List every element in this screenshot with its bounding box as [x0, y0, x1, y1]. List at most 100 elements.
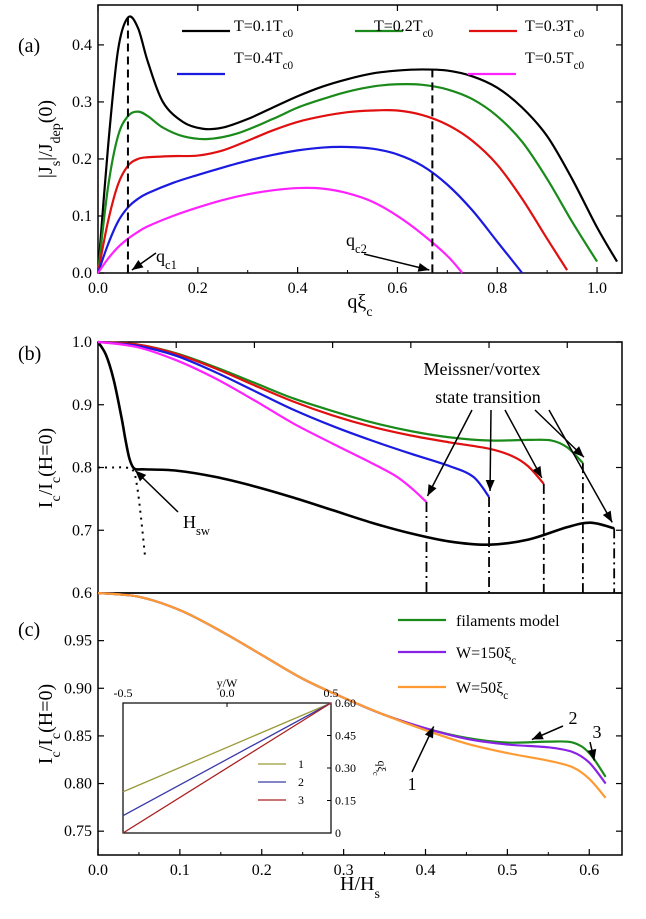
dotted-extension-line: [98, 466, 146, 556]
x-tick-label: 1.0: [587, 280, 607, 297]
series-line-1: [96, 15, 618, 274]
transition-arrow-3-shaft: [504, 409, 543, 479]
annotation-line-2: state transition: [435, 387, 540, 407]
point-label-3: 3: [593, 722, 602, 742]
arrow-qc2-head: [417, 263, 430, 272]
x-tick-label: 0.3: [334, 862, 354, 879]
y-axis-label-c: Ic/Ic(H=0): [35, 684, 64, 764]
inset-series-line-2: [122, 702, 332, 817]
y-axis-label-b: Ic/Ic(H=0): [35, 428, 64, 508]
x-tick-label: 0.5: [497, 862, 517, 879]
inset-legend-label-3: 3: [298, 793, 304, 807]
inset-y-axis-label: qξc: [372, 760, 390, 775]
inset-series-line-3: [122, 702, 332, 834]
inset-y-tick-label: 0.15: [335, 794, 356, 808]
y-tick-label: 0.95: [64, 633, 92, 650]
inset-y-tick-label: 0: [335, 826, 341, 840]
y-tick-label: 0.3: [72, 94, 92, 111]
y-tick-label: 0.75: [64, 823, 92, 840]
x-tick-label: 0.2: [252, 862, 272, 879]
x-tick-label: 0.1: [170, 862, 190, 879]
x-tick-label: 0.8: [487, 280, 507, 297]
x-tick-label: 0.0: [88, 280, 108, 297]
y-tick-label: 0.2: [72, 151, 92, 168]
panel-label-a: (a): [18, 35, 40, 57]
transition-arrow-4-head: [572, 446, 584, 458]
y-tick-label: 0.8: [72, 460, 92, 477]
annotation-qc2: qc2: [346, 230, 367, 256]
inset-y-tick-label: 0.45: [335, 729, 356, 743]
series-line-1: [96, 341, 615, 547]
x-tick-label: 0.0: [88, 862, 108, 879]
inset-chart: -0.5 0.0 0.5 0 0.15 0.30 0.45 0.60 y/W qξc 1 2 3: [114, 676, 390, 840]
y-tick-label: 0.4: [72, 37, 92, 54]
x-tick-label: 0.4: [288, 280, 308, 297]
y-axis-label-a: |Js|/Jdep(0): [35, 100, 64, 178]
panel-label-c: (c): [18, 619, 40, 641]
panel-b: 0.6 0.7 0.8 0.9 1.0 Meissner/vortex state tran…: [18, 334, 623, 602]
transition-arrow-4-shaft: [534, 409, 585, 458]
inset-legend-label-1: 1: [298, 757, 304, 771]
series-line-3: [97, 591, 607, 799]
point-label-2: 2: [569, 708, 578, 728]
y-tick-label: 0.80: [64, 776, 92, 793]
arrow-qc1-head: [131, 259, 144, 270]
panel-c: 0.0 0.1 0.2 0.3 0.4 0.5 0.6 0.75 0.80 0.85 0.90 0.9…: [18, 591, 623, 902]
annotation-hsw: Hsw: [183, 512, 211, 538]
y-tick-label: 0.1: [72, 208, 92, 225]
plot-frame: [97, 592, 623, 856]
inset-x-tick-label: 0.5: [324, 686, 339, 700]
annotation-line-1: Meissner/vortex: [424, 359, 541, 379]
legend-label-3: W=50ξc: [456, 680, 508, 702]
inset-y-tick-label: 0.30: [335, 761, 356, 775]
series-line-4: [96, 145, 524, 274]
y-tick-label: 0.7: [72, 522, 92, 539]
inset-x-axis-label: y/W: [217, 676, 238, 690]
series-line-5: [97, 186, 464, 274]
x-tick-label: 0.4: [416, 862, 436, 879]
arrow-hsw-head: [135, 470, 147, 482]
x-axis-label-a: qξc: [347, 291, 372, 320]
x-axis-label-c: H/Hs: [340, 873, 380, 902]
transition-arrow-5-head: [602, 510, 613, 523]
legend-label-1: filaments model: [456, 613, 560, 630]
inset-legend-label-2: 2: [298, 775, 304, 789]
point-arrow-2-head: [531, 731, 544, 740]
legend-label-3: T=0.3Tc0: [525, 18, 585, 40]
panel-label-b: (b): [18, 343, 41, 365]
series-line-5: [97, 340, 428, 503]
transition-arrow-1-head: [427, 484, 437, 497]
transition-arrow-3-head: [532, 466, 542, 478]
inset-y-tick-label: 0.60: [335, 696, 356, 710]
series-line-2: [96, 82, 598, 274]
y-tick-label: 0.85: [64, 728, 92, 745]
x-tick-label: 0.6: [387, 280, 407, 297]
series-line-3: [96, 108, 569, 274]
transition-arrow-5-shaft: [548, 409, 613, 523]
y-tick-label: 0.0: [72, 265, 92, 282]
inset-x-tick-label: 0.0: [220, 686, 235, 700]
inset-series-line-1: [122, 702, 332, 793]
y-tick-label: 1.0: [72, 334, 92, 351]
inset-x-tick-label: -0.5: [114, 686, 133, 700]
arrow-qc2-shaft: [363, 253, 430, 271]
panel-a: 0.0 0.2 0.4 0.6 0.8 1.0 0.0 0.1 0.2 0.3 0.4 T=0.1Tc…: [18, 4, 623, 320]
series-line-3: [97, 340, 545, 485]
point-arrow-3-head: [587, 748, 597, 761]
plot-frame: [97, 341, 623, 594]
x-tick-label: 0.2: [188, 280, 208, 297]
legend-label-4: T=0.4Tc0: [234, 50, 294, 72]
annotation-qc1: qc1: [156, 246, 177, 272]
series-line-4: [97, 340, 490, 498]
legend-label-2: T=0.2Tc0: [374, 18, 434, 40]
transition-arrow-1-shaft: [426, 409, 473, 497]
y-tick-label: 0.9: [72, 397, 92, 414]
point-arrow-1-head: [424, 726, 434, 739]
legend-label-1: T=0.1Tc0: [234, 18, 294, 40]
legend-label-5: T=0.5Tc0: [525, 50, 585, 72]
point-label-1: 1: [408, 774, 417, 794]
legend-label-2: W=150ξc: [456, 645, 516, 667]
plot-frame: [97, 4, 623, 274]
y-tick-label: 0.6: [72, 585, 92, 602]
